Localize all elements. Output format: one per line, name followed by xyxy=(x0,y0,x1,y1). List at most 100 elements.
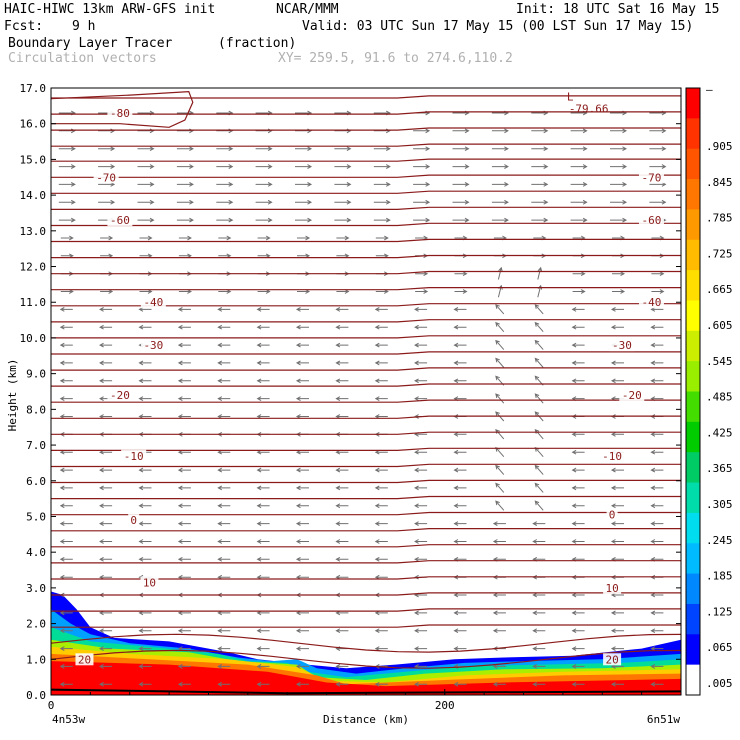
colorbar-segment xyxy=(686,421,700,453)
colorbar-segment xyxy=(686,634,700,666)
y-tick-label: 4.0 xyxy=(26,546,46,559)
y-tick-label: 7.0 xyxy=(26,439,46,452)
vector-arrow xyxy=(177,342,191,348)
field1-units: (fraction) xyxy=(218,36,297,51)
colorbar: – .905 .845 .785 .725 .665 .605 .545 .485 .425 .36… xyxy=(685,83,733,696)
vector-arrow xyxy=(492,521,506,526)
field1-name: Boundary Layer Tracer xyxy=(8,36,173,51)
vector-arrow xyxy=(414,610,428,616)
temperature-contour-line xyxy=(51,95,681,99)
temperature-contour-line xyxy=(51,158,681,162)
vector-arrow xyxy=(610,182,628,187)
vector-arrow xyxy=(495,464,505,475)
vector-arrow xyxy=(374,467,388,473)
vector-arrow xyxy=(610,324,624,330)
vector-arrow xyxy=(491,164,509,169)
temperature-contour-line xyxy=(51,608,681,612)
vector-arrow xyxy=(534,429,544,440)
y-axis-label: Height (km) xyxy=(6,359,19,432)
vector-arrow xyxy=(452,128,470,134)
contour-label-bg xyxy=(107,214,133,227)
vector-arrow xyxy=(414,646,428,651)
vector-arrow xyxy=(335,485,349,491)
vector-arrow xyxy=(649,164,667,169)
vector-arrow xyxy=(335,307,349,312)
vector-arrow xyxy=(374,378,388,384)
vector-arrow xyxy=(216,217,234,223)
vector-arrow xyxy=(650,664,664,669)
vector-arrow xyxy=(531,146,549,152)
vector-arrow xyxy=(177,664,191,669)
vector-arrow xyxy=(571,378,585,384)
vector-arrow xyxy=(216,164,234,169)
colorbar-level-label: .005 xyxy=(706,677,733,690)
vector-arrow xyxy=(532,610,546,616)
init-time: Init: 18 UTC Sat 16 May 15 xyxy=(516,2,720,17)
contour-label: 10 xyxy=(605,582,618,595)
y-tick-label: 10.0 xyxy=(20,332,47,345)
vector-arrow xyxy=(335,503,349,509)
vector-arrow xyxy=(570,199,588,205)
temperature-contour-line xyxy=(51,479,681,484)
vector-arrow xyxy=(98,128,116,134)
colorbar-segment xyxy=(686,209,700,241)
vector-arrow xyxy=(374,646,388,651)
vector-arrow xyxy=(256,396,270,402)
temperature-contour-line xyxy=(51,633,681,653)
temperature-contour-line xyxy=(51,544,681,548)
vector-arrow xyxy=(452,164,470,169)
vector-arrow xyxy=(454,289,468,294)
vector-arrow xyxy=(335,664,349,669)
colorbar-segment xyxy=(686,270,700,301)
vector-arrow xyxy=(452,217,470,223)
vector-arrow xyxy=(649,128,667,134)
vector-arrow xyxy=(495,393,505,404)
vector-arrow xyxy=(571,610,585,616)
vector-arrow xyxy=(650,592,664,598)
vector-arrow xyxy=(176,217,194,223)
y-tick-label: 9.0 xyxy=(26,368,46,381)
vector-arrow xyxy=(495,339,505,350)
vector-arrow xyxy=(59,539,73,544)
vector-arrow xyxy=(256,521,270,526)
vector-arrow xyxy=(59,664,73,669)
colorbar-level-label: .185 xyxy=(706,570,733,583)
vector-arrow xyxy=(571,307,585,312)
vector-arrow xyxy=(217,467,231,473)
temperature-contour-line xyxy=(51,495,681,500)
contour-label: -70 xyxy=(642,171,662,184)
vector-arrow xyxy=(413,164,431,169)
vector-arrow xyxy=(295,681,309,687)
vector-arrow xyxy=(99,378,113,384)
vector-arrow xyxy=(414,378,428,384)
y-tick-label: 16.0 xyxy=(20,118,47,131)
vector-arrow xyxy=(98,146,116,152)
vector-arrow xyxy=(610,378,624,384)
vector-arrow xyxy=(534,321,544,333)
y-tick-label: 17.0 xyxy=(20,82,47,95)
vector-arrow xyxy=(295,199,313,205)
x-axis-label: Distance (km) xyxy=(323,713,409,726)
vector-arrow xyxy=(610,521,624,526)
colorbar-segment xyxy=(686,543,700,575)
contour-label: -60 xyxy=(110,214,130,227)
vector-arrow xyxy=(452,146,470,152)
temperature-contour-line xyxy=(51,335,681,339)
vector-arrow xyxy=(650,646,664,651)
vector-arrow xyxy=(336,235,350,241)
vector-arrow xyxy=(295,646,309,651)
minimum-value: -79.66 xyxy=(569,102,609,115)
temperature-contour-line xyxy=(51,254,681,259)
vector-arrow xyxy=(99,307,113,312)
colorbar-segment xyxy=(686,148,700,180)
vector-arrow xyxy=(534,339,544,350)
vector-arrow xyxy=(59,681,73,687)
y-tick-label: 15.0 xyxy=(20,153,47,166)
temperature-contour-line xyxy=(51,431,681,435)
vector-arrow xyxy=(374,485,388,491)
temperature-contour-line xyxy=(51,383,681,387)
vector-arrow xyxy=(59,556,73,562)
contour-label-bg xyxy=(638,296,664,309)
vector-arrow xyxy=(374,681,388,687)
